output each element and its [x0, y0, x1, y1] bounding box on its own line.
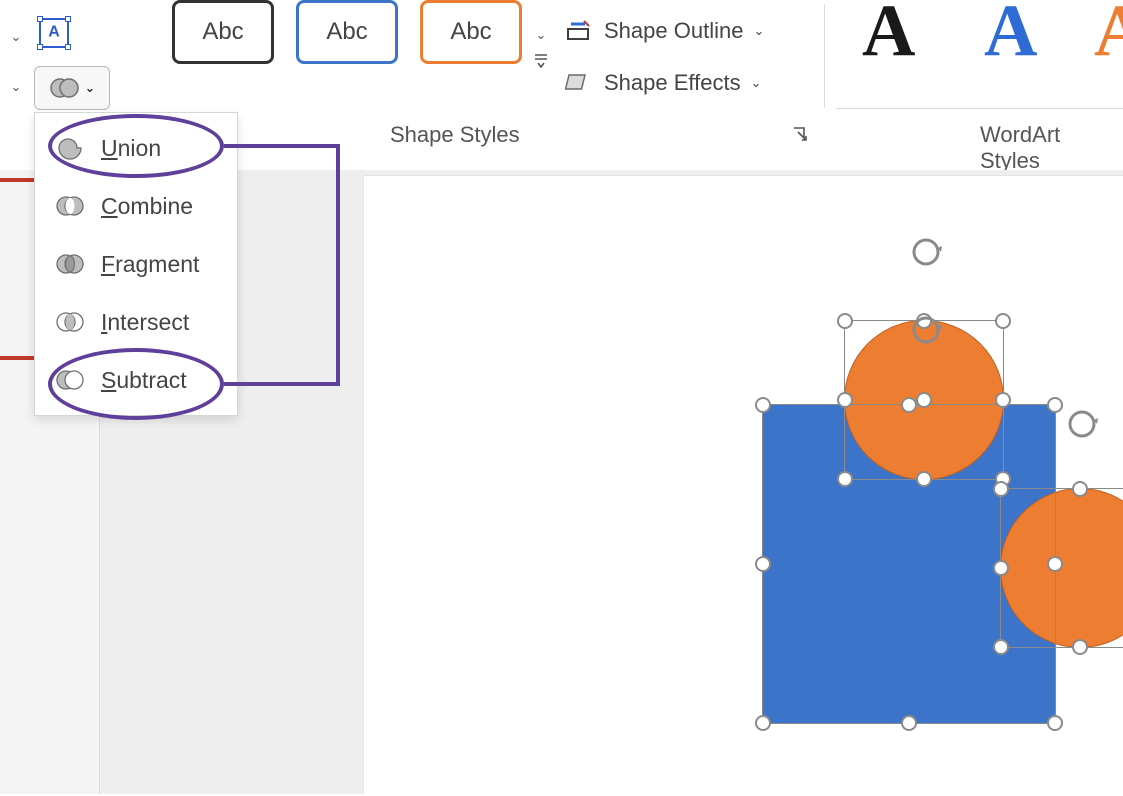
combine-icon: [55, 193, 85, 219]
fragment-icon: [55, 251, 85, 277]
rotate-handle-icon[interactable]: [1064, 406, 1100, 442]
gallery-expand[interactable]: [530, 50, 552, 72]
merge-subtract-item[interactable]: Subtract: [35, 351, 237, 409]
item-label: Fragment: [101, 251, 199, 278]
wordart-styles-group-label: WordArt Styles: [980, 122, 1123, 174]
swatch-label: Abc: [326, 18, 367, 46]
merge-shapes-icon: [49, 76, 79, 100]
shape-outline-button[interactable]: Shape Outline ⌄: [564, 18, 764, 44]
intersect-icon: [55, 309, 85, 335]
text-box-button[interactable]: [34, 14, 74, 52]
ribbon-divider: [824, 4, 825, 108]
item-label: Union: [101, 135, 161, 162]
merge-shapes-dropdown: Union Combine Fragment: [34, 112, 238, 416]
slide-canvas-area: [100, 170, 1123, 794]
text-box-icon: [39, 18, 69, 48]
cmd-label: Shape Effects: [604, 70, 741, 96]
chevron-down-icon: ⌄: [753, 23, 764, 39]
shape-styles-dialog-launcher[interactable]: [792, 126, 810, 144]
chevron-down-icon: ⌄: [11, 29, 22, 45]
rotate-handle-icon[interactable]: [908, 234, 944, 270]
item-label: Combine: [101, 193, 193, 220]
thumbnail-indicator: [0, 356, 34, 360]
shape-style-swatch-1[interactable]: Abc: [172, 0, 274, 64]
slide[interactable]: [364, 176, 1123, 796]
subtract-icon: [55, 367, 85, 393]
chevron-down-icon: ⌄: [751, 75, 762, 91]
thumbnail-indicator: [0, 178, 34, 182]
wordart-swatch-2[interactable]: A: [984, 0, 1037, 68]
shape-effects-button[interactable]: Shape Effects ⌄: [564, 70, 761, 96]
wordart-swatch-3[interactable]: A: [1094, 0, 1123, 68]
resize-handle[interactable]: [995, 313, 1011, 329]
union-icon: [55, 135, 85, 161]
chevron-down-icon: ⌄: [11, 79, 22, 95]
swatch-label: Abc: [450, 18, 491, 46]
resize-handle[interactable]: [837, 313, 853, 329]
shape-outline-icon: [564, 18, 594, 44]
item-label: Intersect: [101, 309, 189, 336]
shape-style-swatch-3[interactable]: Abc: [420, 0, 522, 64]
shape-style-swatch-2[interactable]: Abc: [296, 0, 398, 64]
wordart-swatch-1[interactable]: A: [862, 0, 915, 68]
rotate-handle-icon[interactable]: [908, 312, 944, 348]
shape-effects-icon: [564, 70, 594, 96]
cmd-label: Shape Outline: [604, 18, 743, 44]
wordart-divider: [836, 108, 1123, 109]
swatch-label: Abc: [202, 18, 243, 46]
merge-union-item[interactable]: Union: [35, 119, 237, 177]
shape-styles-group-label: Shape Styles: [390, 122, 520, 148]
merge-fragment-item[interactable]: Fragment: [35, 235, 237, 293]
gallery-row-down[interactable]: ⌄: [530, 24, 552, 46]
merge-intersect-item[interactable]: Intersect: [35, 293, 237, 351]
small-dropdown-1[interactable]: ⌄: [6, 24, 26, 50]
small-dropdown-2[interactable]: ⌄: [6, 74, 26, 100]
merge-combine-item[interactable]: Combine: [35, 177, 237, 235]
item-label: Subtract: [101, 367, 187, 394]
merge-shapes-button[interactable]: ⌄: [34, 66, 110, 110]
chevron-down-icon: ⌄: [85, 80, 96, 96]
